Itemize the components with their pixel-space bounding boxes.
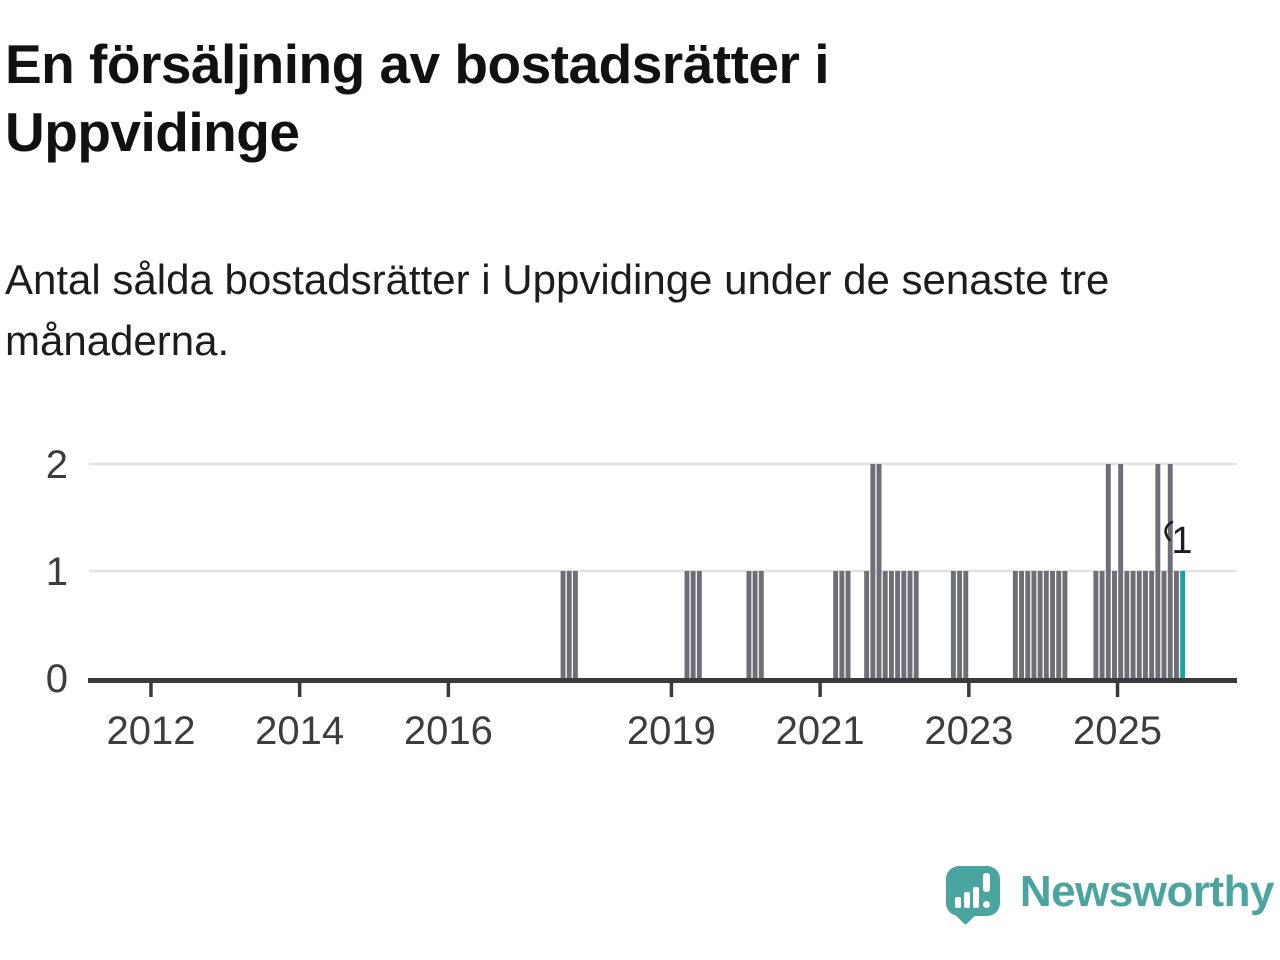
bar-2019-03 [684, 571, 690, 678]
bar-2024-04 [1062, 571, 1068, 678]
bar-2025-07 [1155, 464, 1161, 678]
chart-title: En försäljning av bostadsrätter i Uppvid… [5, 33, 829, 164]
bar-2025-04 [1136, 571, 1142, 678]
bar-2023-11 [1031, 571, 1037, 678]
bar-2021-04 [839, 571, 845, 678]
bar-2025-08 [1161, 571, 1167, 678]
x-tick-label-2025: 2025 [1073, 709, 1162, 753]
bar-2021-03 [833, 571, 839, 678]
bar-2024-11 [1105, 464, 1111, 678]
bar-2017-07 [560, 571, 566, 678]
bar-2024-02 [1050, 571, 1055, 678]
bar-2022-12 [963, 571, 969, 678]
bar-2022-11 [957, 571, 963, 678]
bar-2025-02 [1124, 571, 1130, 678]
bar-2024-10 [1099, 571, 1105, 678]
bar-2021-08 [864, 571, 870, 678]
bar-2024-09 [1093, 571, 1099, 678]
x-tick-label-2012: 2012 [106, 709, 195, 753]
last-value-label: 1 [1171, 520, 1192, 562]
bar-2021-05 [845, 571, 851, 678]
bar-2023-10 [1025, 571, 1031, 678]
bar-2022-10 [950, 571, 956, 678]
chart-subtitle: Antal sålda bostadsrätter i Uppvidinge u… [5, 256, 1110, 364]
x-tick-label-2021: 2021 [776, 709, 865, 753]
bar-2025-05 [1143, 571, 1148, 678]
bar-2022-03 [907, 571, 913, 678]
bar-2024-03 [1056, 571, 1062, 678]
x-tick-label-2023: 2023 [924, 709, 1013, 753]
bar-2021-10 [876, 464, 882, 678]
bar-2020-03 [758, 571, 764, 678]
newsworthy-logo-icon [945, 866, 1000, 926]
y-tick-label-2: 2 [46, 443, 68, 487]
logo-chart-bar-icon [963, 892, 970, 908]
last-value-callout-curve [1164, 520, 1174, 542]
bar-2024-12 [1112, 571, 1117, 678]
bar-2024-01 [1043, 571, 1049, 678]
bar-2021-11 [882, 571, 888, 678]
bar-2019-04 [690, 571, 696, 678]
bar-2021-09 [870, 464, 876, 678]
bar-2020-02 [752, 571, 758, 678]
bar-2023-12 [1037, 571, 1043, 678]
bar-2022-04 [913, 571, 919, 678]
bar-2023-09 [1019, 571, 1024, 678]
logo-chart-bar-icon [954, 897, 961, 908]
x-tick-label-2019: 2019 [627, 709, 716, 753]
logo-chart-bar-icon [972, 887, 979, 908]
y-tick-label-0: 0 [46, 657, 68, 701]
exclamation-dot-icon [982, 901, 990, 908]
bar-2017-08 [566, 571, 572, 678]
y-tick-label-1: 1 [46, 550, 68, 594]
exclamation-icon [982, 873, 990, 892]
bar-2020-01 [746, 571, 752, 678]
bar-2025-06 [1149, 571, 1155, 678]
bar-2025-11 [1180, 571, 1186, 678]
bar-2017-09 [572, 571, 578, 678]
bar-2023-08 [1012, 571, 1018, 678]
newsworthy-logo: Newsworthy [945, 860, 1275, 926]
x-tick-label-2016: 2016 [404, 709, 493, 753]
bar-2025-10 [1173, 571, 1179, 678]
newsworthy-logo-text: Newsworthy [1019, 867, 1275, 916]
bar-2025-09 [1167, 464, 1173, 678]
x-tick-label-2014: 2014 [255, 709, 344, 753]
bar-2019-05 [696, 571, 702, 678]
bar-2021-12 [888, 571, 894, 678]
bar-2025-03 [1130, 571, 1136, 678]
bar-2022-02 [901, 571, 907, 678]
bar-2025-01 [1118, 464, 1124, 678]
bar-2022-01 [895, 571, 901, 678]
